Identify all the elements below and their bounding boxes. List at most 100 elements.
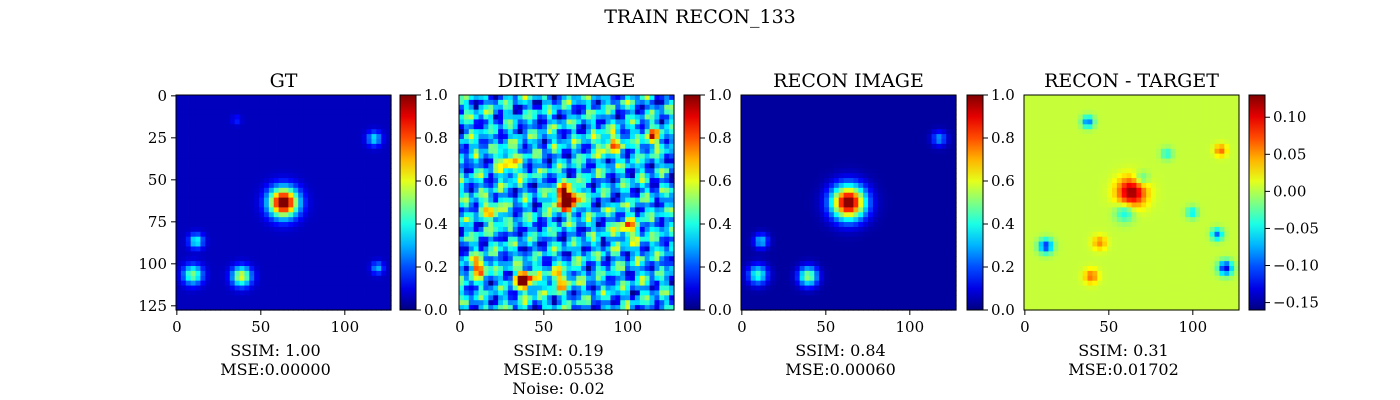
- heatmap-cell: [556, 241, 563, 248]
- heatmap-cell: [561, 217, 568, 223]
- heatmap-cell: [371, 104, 377, 111]
- heatmap-cell: [288, 261, 294, 267]
- heatmap-cell: [931, 124, 938, 130]
- heatmap-cell: [931, 173, 938, 179]
- heatmap-cell: [478, 99, 485, 106]
- heatmap-cell: [312, 187, 319, 194]
- heatmap-cell: [351, 290, 358, 296]
- heatmap-cell: [833, 182, 840, 189]
- heatmap-cell: [342, 241, 348, 248]
- heatmap-cell: [185, 290, 192, 296]
- heatmap-cell: [561, 251, 568, 257]
- heatmap-cell: [376, 192, 382, 199]
- heatmap-cell: [303, 168, 309, 174]
- heatmap-cell: [224, 241, 231, 248]
- heatmap-cell: [630, 148, 636, 155]
- heatmap-cell: [381, 168, 387, 174]
- heatmap-cell: [828, 129, 835, 135]
- heatmap-cell: [307, 124, 314, 130]
- heatmap-cell: [571, 134, 577, 140]
- heatmap-cell: [273, 256, 280, 262]
- heatmap-cell: [473, 192, 480, 199]
- heatmap-cell: [595, 231, 602, 238]
- heatmap-cell: [332, 251, 338, 257]
- heatmap-cell: [892, 202, 898, 208]
- heatmap-cell: [347, 236, 353, 243]
- heatmap-cell: [517, 222, 524, 228]
- heatmap-cell: [576, 261, 582, 267]
- heatmap-cell: [649, 187, 656, 194]
- heatmap-cell: [858, 207, 864, 213]
- heatmap-cell: [327, 182, 333, 189]
- heatmap-cell: [517, 138, 524, 145]
- heatmap-cell: [630, 280, 636, 287]
- heatmap-cell: [342, 129, 348, 135]
- heatmap-cell: [307, 222, 314, 228]
- heatmap-cell: [498, 217, 504, 223]
- heatmap-cell: [625, 109, 631, 116]
- heatmap-cell: [239, 178, 246, 184]
- heatmap-cell: [507, 104, 514, 111]
- heatmap-cell: [595, 173, 602, 179]
- heatmap-cell: [239, 246, 246, 252]
- heatmap-cell: [745, 119, 752, 125]
- heatmap-cell: [219, 104, 226, 111]
- heatmap-cell: [794, 119, 801, 125]
- heatmap-cell: [278, 217, 285, 223]
- heatmap-cell: [229, 109, 236, 116]
- heatmap-cell: [244, 207, 250, 213]
- heatmap-cell: [595, 95, 602, 101]
- heatmap-cell: [838, 173, 845, 179]
- heatmap-cell: [195, 212, 202, 218]
- heatmap-cell: [356, 134, 363, 140]
- heatmap-cell: [848, 134, 854, 140]
- heatmap-cell: [483, 295, 489, 301]
- heatmap-cell: [493, 305, 499, 311]
- heatmap-cell: [312, 99, 319, 106]
- heatmap-cell: [590, 134, 597, 140]
- heatmap-cell: [283, 119, 289, 125]
- heatmap-cell: [366, 236, 373, 243]
- heatmap-cell: [664, 236, 670, 243]
- heatmap-cell: [219, 173, 226, 179]
- heatmap-cell: [824, 114, 830, 121]
- heatmap-cell: [590, 114, 597, 121]
- heatmap-cell: [946, 168, 952, 174]
- heatmap-cell: [576, 153, 582, 160]
- heatmap-cell: [507, 158, 514, 165]
- heatmap-cell: [288, 270, 294, 277]
- heatmap-cell: [195, 163, 202, 169]
- heatmap-cell: [278, 138, 285, 145]
- heatmap-cell: [902, 124, 908, 130]
- heatmap-cell: [581, 158, 587, 165]
- heatmap-cell: [502, 192, 509, 199]
- heatmap-cell: [332, 226, 338, 233]
- heatmap-cell: [180, 212, 187, 218]
- heatmap-cell: [347, 207, 353, 213]
- heatmap-cell: [819, 124, 825, 130]
- heatmap-cell: [936, 99, 942, 106]
- heatmap-cell: [347, 197, 353, 204]
- heatmap-cell: [669, 95, 675, 101]
- heatmap-cell: [200, 217, 206, 223]
- heatmap-cell: [838, 143, 845, 150]
- heatmap-cell: [386, 104, 392, 111]
- heatmap-cell: [386, 246, 392, 252]
- heatmap-cell: [634, 222, 641, 228]
- heatmap-cell: [610, 202, 616, 208]
- heatmap-cell: [322, 148, 329, 155]
- heatmap-cell: [907, 95, 913, 101]
- heatmap-cell: [745, 143, 752, 150]
- heatmap-cell: [897, 95, 903, 101]
- heatmap-cell: [590, 207, 597, 213]
- heatmap-cell: [542, 285, 548, 292]
- heatmap-cell: [185, 163, 192, 169]
- heatmap-cell: [532, 134, 538, 140]
- heatmap-cell: [838, 207, 845, 213]
- heatmap-cell: [620, 280, 626, 287]
- heatmap-cell: [190, 158, 197, 165]
- heatmap-cell: [229, 300, 236, 306]
- heatmap-cell: [317, 187, 324, 194]
- heatmap-cell: [507, 114, 514, 121]
- heatmap-cell: [868, 207, 874, 213]
